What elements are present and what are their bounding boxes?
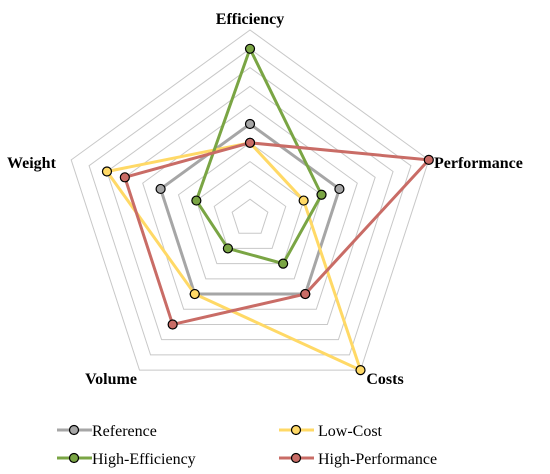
axis-label-volume: Volume xyxy=(85,371,137,388)
legend-marker-high-performance xyxy=(290,452,302,464)
series-points xyxy=(101,43,434,376)
data-point-high-performance-volume xyxy=(167,319,178,330)
series-line-low-cost xyxy=(105,141,363,372)
grid-ring xyxy=(124,85,376,325)
data-point-low-cost-costs xyxy=(355,364,366,376)
axis-label-performance: Performance xyxy=(434,155,523,172)
legend-label-low-cost: Low-Cost xyxy=(318,423,383,440)
legend: Reference Low-Cost High-Efficiency High-… xyxy=(57,423,437,468)
legend-item-high-performance: High-Performance xyxy=(279,451,437,468)
grid-ring xyxy=(195,160,305,265)
data-point-high-efficiency-costs xyxy=(278,258,289,269)
data-point-high-performance-efficiency xyxy=(244,137,256,148)
grid-ring xyxy=(177,142,323,280)
data-point-high-efficiency-weight xyxy=(191,195,202,206)
legend-item-high-efficiency: High-Efficiency xyxy=(57,451,196,468)
series-line-high-performance xyxy=(123,141,431,326)
series-line-high-efficiency xyxy=(194,47,324,266)
legend-marker-high-efficiency xyxy=(68,452,80,464)
data-point-high-performance-weight xyxy=(119,172,130,183)
grid-ring xyxy=(231,198,269,234)
data-point-reference-efficiency xyxy=(244,118,256,130)
legend-label-reference: Reference xyxy=(92,423,157,440)
legend-label-high-performance: High-Performance xyxy=(318,451,437,468)
axis-label-weight: Weight xyxy=(7,155,57,172)
data-point-low-cost-performance xyxy=(298,195,309,206)
data-point-reference-weight xyxy=(155,183,166,195)
grid-ring xyxy=(70,29,430,371)
data-point-high-efficiency-performance xyxy=(316,189,327,200)
data-point-low-cost-weight xyxy=(101,166,113,177)
axis-label-efficiency: Efficiency xyxy=(216,11,284,28)
series-line-reference xyxy=(159,122,341,296)
data-point-low-cost-volume xyxy=(189,288,200,300)
data-point-high-performance-costs xyxy=(300,288,311,300)
series-lines xyxy=(105,47,431,372)
axis-label-costs: Costs xyxy=(366,371,403,388)
legend-item-low-cost: Low-Cost xyxy=(279,423,383,440)
legend-marker-reference xyxy=(68,424,80,436)
grid-ring xyxy=(213,179,287,249)
legend-label-high-efficiency: High-Efficiency xyxy=(92,451,196,468)
data-point-high-efficiency-volume xyxy=(222,243,233,254)
legend-marker-low-cost xyxy=(290,424,302,436)
grid-ring xyxy=(142,104,358,310)
grid-ring xyxy=(88,48,412,356)
data-point-high-performance-performance xyxy=(423,154,434,166)
data-point-high-efficiency-efficiency xyxy=(244,43,256,54)
legend-item-reference: Reference xyxy=(57,423,157,440)
data-point-reference-performance xyxy=(334,183,345,195)
